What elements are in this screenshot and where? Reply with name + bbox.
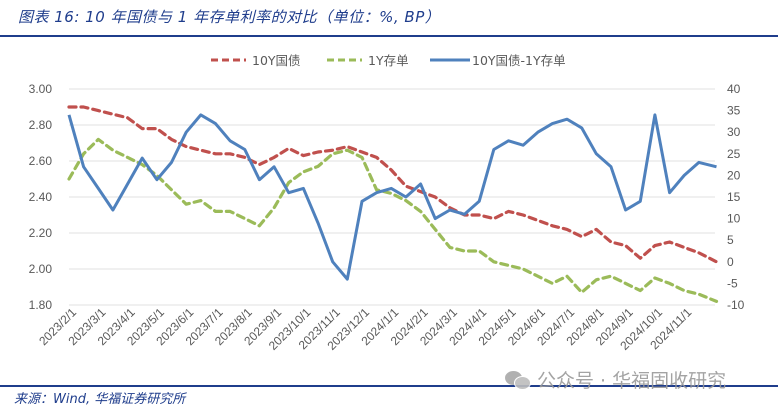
y-left-tick: 2.80 (29, 118, 53, 132)
y-left-tick: 2.00 (29, 262, 53, 276)
series-spread (67, 113, 717, 281)
y-right-tick: 5 (727, 233, 734, 247)
legend-item-1y: 1Y存单 (327, 53, 409, 68)
x-axis: 2023/2/12023/3/12023/4/12023/5/12023/6/1… (36, 305, 694, 353)
y-right-tick: -5 (727, 276, 738, 290)
y-left-tick: 3.00 (29, 82, 53, 96)
y-right-tick: -10 (727, 298, 745, 312)
y-right-tick: 15 (727, 190, 741, 204)
watermark: 公众号 · 华福固收研究 (505, 366, 726, 393)
legend-label-spread: 10Y国债-1Y存单 (472, 53, 566, 68)
wechat-icon (505, 370, 531, 390)
legend-item-10y: 10Y国债 (211, 53, 301, 68)
y-right-tick: 0 (727, 255, 734, 269)
y-left-tick: 2.40 (29, 190, 53, 204)
legend-label-10y: 10Y国债 (252, 53, 301, 68)
y-left-tick: 2.20 (29, 226, 53, 240)
series-1y-cd (67, 137, 719, 303)
y-right-tick: 20 (727, 168, 741, 182)
y-right-tick: 40 (727, 82, 741, 96)
y-right-tick: 35 (727, 104, 741, 118)
y-right-tick: 10 (727, 212, 741, 226)
y-right-tick: 30 (727, 125, 741, 139)
legend: 10Y国债 1Y存单 10Y国债-1Y存单 (211, 53, 566, 68)
y-axis-right: 40 35 30 25 20 15 10 5 0 -5 -10 (727, 82, 745, 312)
chart-title: 图表 16: 10 年国债与 1 年存单利率的对比（单位：%, BP） (18, 8, 441, 26)
footer-divider (0, 385, 778, 387)
series-10y-bond (67, 105, 719, 264)
gridlines (69, 88, 715, 306)
series-lines (67, 105, 719, 303)
y-axis-left: 3.00 2.80 2.60 2.40 2.20 2.00 1.80 (29, 82, 53, 312)
line-chart: 3.00 2.80 2.60 2.40 2.20 2.00 1.80 40 35 30 25 20 1… (29, 53, 745, 353)
legend-item-spread: 10Y国债-1Y存单 (430, 53, 566, 68)
legend-label-1y: 1Y存单 (368, 53, 409, 68)
watermark-text: 公众号 · 华福固收研究 (537, 370, 727, 392)
source-note: 来源：Wind, 华福证券研究所 (14, 392, 186, 407)
title-divider (0, 35, 778, 37)
y-left-tick: 1.80 (29, 298, 53, 312)
y-right-tick: 25 (727, 147, 741, 161)
y-left-tick: 2.60 (29, 154, 53, 168)
